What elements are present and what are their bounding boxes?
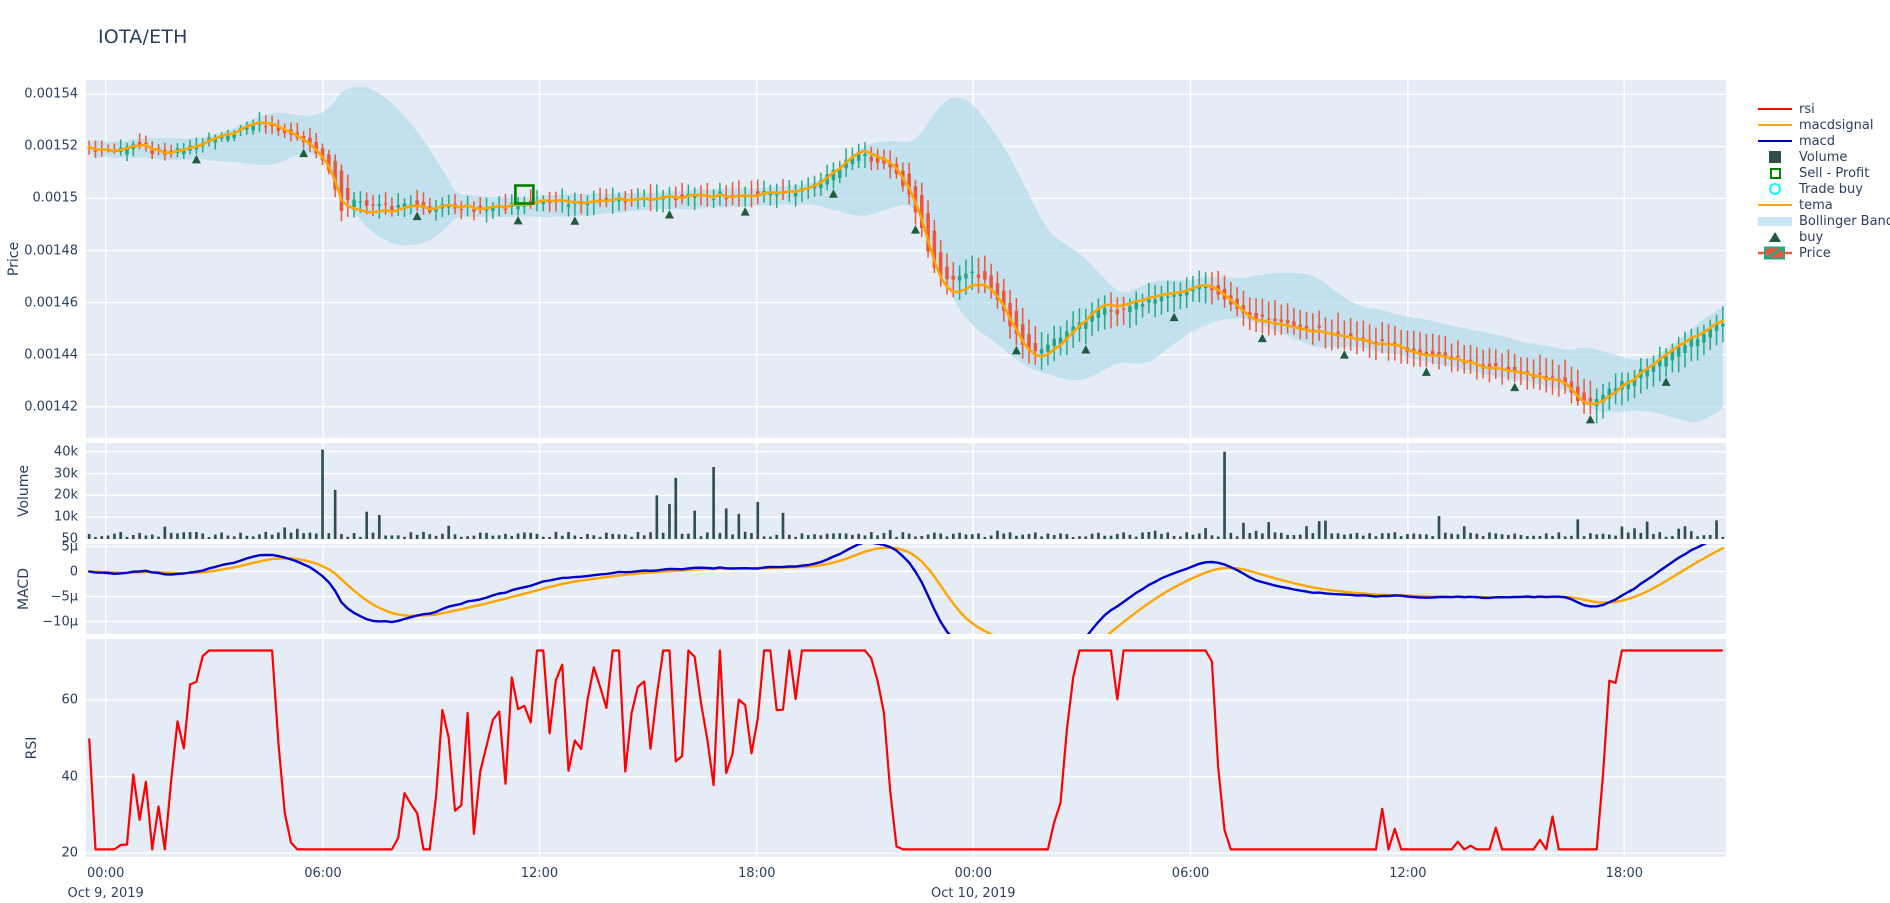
y-tick-volume: 20k bbox=[53, 487, 78, 503]
x-tick-6: 12:00 bbox=[1389, 866, 1427, 881]
legend-item-buy[interactable]: buy bbox=[1755, 229, 1890, 245]
x-tick-3: 18:00 bbox=[738, 866, 776, 881]
triangle-up-icon bbox=[1755, 229, 1795, 245]
y-tick-macd: 0 bbox=[69, 564, 78, 579]
legend-label: macdsignal bbox=[1799, 117, 1874, 133]
legend-label: Trade buy bbox=[1799, 181, 1863, 197]
y-tick-price: 0.00142 bbox=[24, 399, 78, 415]
axis-title-price: Price bbox=[6, 241, 22, 277]
y-tick-price: 0.00148 bbox=[24, 243, 78, 259]
y-tick-rsi: 40 bbox=[61, 769, 78, 785]
y-tick-volume: 50 bbox=[61, 531, 78, 547]
open-circle-icon bbox=[1755, 181, 1795, 197]
legend-label: buy bbox=[1799, 229, 1824, 245]
legend-label: Price bbox=[1799, 245, 1831, 261]
y-tick-volume: 30k bbox=[53, 466, 78, 482]
x-tick-7: 18:00 bbox=[1605, 866, 1644, 881]
legend-item-macdsignal[interactable]: macdsignal bbox=[1755, 117, 1890, 133]
line-swatch-icon bbox=[1755, 117, 1795, 133]
y-tick-price: 0.00152 bbox=[24, 138, 78, 154]
x-tick-2: 12:00 bbox=[520, 866, 559, 881]
y-tick-price: 0.00144 bbox=[24, 347, 78, 363]
line-swatch-icon bbox=[1755, 197, 1795, 213]
y-tick-macd: 5µ bbox=[61, 539, 78, 554]
legend-label: Bollinger Band bbox=[1799, 213, 1890, 229]
x-tick-4: 00:00 bbox=[954, 866, 992, 881]
y-tick-macd: −10µ bbox=[42, 614, 78, 629]
y-tick-price: 0.0015 bbox=[32, 190, 79, 206]
line-swatch-icon bbox=[1755, 133, 1795, 149]
x-tick-1: 06:00 bbox=[304, 866, 342, 881]
legend-item-macd[interactable]: macd bbox=[1755, 133, 1890, 149]
x-date-label: Oct 10, 2019 bbox=[930, 886, 1016, 901]
y-tick-rsi: 20 bbox=[61, 845, 78, 861]
legend-label: Volume bbox=[1799, 149, 1848, 165]
axis-title-rsi: RSI bbox=[24, 736, 40, 760]
legend-item-sell-profit[interactable]: Sell - Profit bbox=[1755, 165, 1890, 181]
y-tick-volume: 40k bbox=[53, 444, 78, 460]
volume-plot-svg bbox=[86, 443, 1726, 539]
candlestick-icon bbox=[1755, 245, 1795, 261]
price-panel bbox=[86, 80, 1726, 438]
axis-title-macd: MACD bbox=[16, 568, 32, 610]
legend-item-tema[interactable]: tema bbox=[1755, 197, 1890, 213]
y-tick-rsi: 60 bbox=[61, 692, 78, 708]
macd-plot-svg bbox=[86, 544, 1726, 634]
macd-panel bbox=[86, 544, 1726, 634]
legend-label: Sell - Profit bbox=[1799, 165, 1870, 181]
open-square-icon bbox=[1755, 165, 1795, 181]
y-tick-price: 0.00154 bbox=[24, 86, 78, 102]
legend-item-bollinger-band[interactable]: Bollinger Band bbox=[1755, 213, 1890, 229]
price-plot-svg bbox=[86, 80, 1726, 438]
line-swatch-icon bbox=[1755, 101, 1795, 117]
y-tick-macd: −5µ bbox=[50, 589, 78, 604]
legend-label: tema bbox=[1799, 197, 1833, 213]
volume-panel bbox=[86, 443, 1726, 539]
legend: rsi macdsignal macd Volume Sell - Profit Trad… bbox=[1755, 101, 1890, 261]
x-date-label: Oct 9, 2019 bbox=[67, 886, 144, 901]
filled-square-icon bbox=[1755, 149, 1795, 165]
rsi-plot-svg bbox=[86, 639, 1726, 857]
rsi-panel bbox=[86, 639, 1726, 857]
legend-item-rsi[interactable]: rsi bbox=[1755, 101, 1890, 117]
legend-item-volume[interactable]: Volume bbox=[1755, 149, 1890, 165]
y-tick-volume: 10k bbox=[53, 509, 78, 525]
legend-label: macd bbox=[1799, 133, 1836, 149]
x-tick-0: 00:00 bbox=[86, 866, 125, 881]
legend-item-trade-buy[interactable]: Trade buy bbox=[1755, 181, 1890, 197]
legend-label: rsi bbox=[1799, 101, 1815, 117]
legend-item-price[interactable]: Price bbox=[1755, 245, 1890, 261]
band-swatch-icon bbox=[1755, 213, 1795, 229]
y-tick-price: 0.00146 bbox=[24, 295, 78, 311]
x-tick-5: 06:00 bbox=[1171, 866, 1210, 881]
page-title: IOTA/ETH bbox=[98, 26, 188, 48]
axis-title-volume: Volume bbox=[16, 464, 32, 518]
